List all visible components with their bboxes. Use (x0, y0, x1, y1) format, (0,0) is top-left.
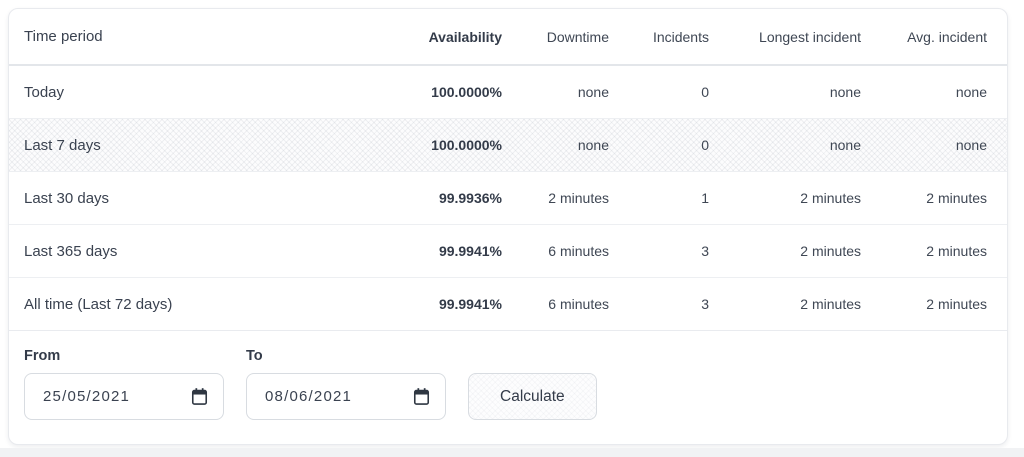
cell-downtime: 2 minutes (548, 190, 609, 206)
cell-avg-incident: none (955, 137, 987, 153)
table-body: Today 100.0000% none 0 none none Last 7 … (9, 66, 1007, 331)
cell-downtime: 6 minutes (548, 296, 609, 312)
table-header: Time period Availability Downtime Incide… (9, 9, 1007, 66)
to-date-input[interactable] (246, 373, 446, 420)
cell-downtime: none (577, 137, 609, 153)
cell-avg-incident: 2 minutes (926, 296, 987, 312)
cell-longest-incident: 2 minutes (800, 190, 861, 206)
cell-time-period: All time (Last 72 days) (24, 295, 173, 313)
cell-avg-incident: 2 minutes (926, 190, 987, 206)
column-header-downtime: Downtime (546, 28, 609, 45)
cell-time-period: Today (24, 83, 65, 101)
cell-time-period: Last 365 days (24, 242, 118, 260)
date-range-form: From To (9, 330, 1007, 420)
column-header-avg-incident: Avg. incident (907, 28, 987, 45)
table-row: All time (Last 72 days) 99.9941% 6 minut… (9, 278, 1007, 331)
cell-availability: 99.9936% (438, 190, 502, 206)
calendar-icon[interactable] (412, 387, 431, 406)
cell-availability: 100.0000% (431, 137, 502, 153)
cell-downtime: 6 minutes (548, 243, 609, 259)
cell-incidents: 3 (701, 243, 709, 259)
cell-longest-incident: 2 minutes (800, 296, 861, 312)
availability-stats-card: Time period Availability Downtime Incide… (8, 8, 1008, 445)
cell-avg-incident: none (955, 84, 987, 100)
cell-incidents: 0 (701, 84, 709, 100)
cell-availability: 99.9941% (438, 296, 502, 312)
column-header-longest-incident: Longest incident (759, 28, 861, 45)
to-date-field (246, 373, 446, 420)
cell-time-period: Last 7 days (24, 136, 101, 154)
from-field: From (24, 348, 224, 420)
table-row: Last 30 days 99.9936% 2 minutes 1 2 minu… (9, 172, 1007, 225)
cell-incidents: 3 (701, 296, 709, 312)
calculate-button[interactable]: Calculate (468, 373, 597, 420)
cell-longest-incident: none (829, 84, 861, 100)
cell-availability: 100.0000% (431, 84, 502, 100)
from-date-input[interactable] (24, 373, 224, 420)
calendar-icon[interactable] (190, 387, 209, 406)
page-background-strip (0, 448, 1024, 457)
cell-avg-incident: 2 minutes (926, 243, 987, 259)
cell-availability: 99.9941% (438, 243, 502, 259)
table-row: Last 7 days 100.0000% none 0 none none (9, 119, 1007, 172)
column-header-availability: Availability (428, 28, 502, 45)
to-label: To (246, 348, 263, 364)
cell-longest-incident: 2 minutes (800, 243, 861, 259)
cell-time-period: Last 30 days (24, 189, 110, 207)
column-header-incidents: Incidents (652, 28, 709, 45)
cell-downtime: none (577, 84, 609, 100)
cell-longest-incident: none (829, 137, 861, 153)
table-row: Last 365 days 99.9941% 6 minutes 3 2 min… (9, 225, 1007, 278)
cell-incidents: 1 (701, 190, 709, 206)
table-row: Today 100.0000% none 0 none none (9, 66, 1007, 119)
from-label: From (24, 348, 61, 364)
column-header-time-period: Time period (24, 28, 103, 45)
cell-incidents: 0 (701, 137, 709, 153)
from-date-field (24, 373, 224, 420)
to-field: To (246, 348, 446, 420)
